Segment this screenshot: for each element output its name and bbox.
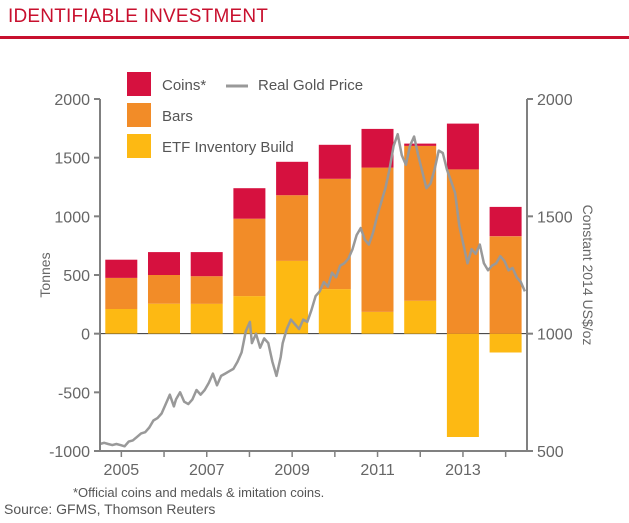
right-tick-label: 1500: [537, 209, 573, 226]
left-tick-label: 0: [81, 327, 90, 344]
bar-etf-inventory-build-2011: [361, 312, 394, 334]
left-tick-label: 1500: [54, 151, 90, 168]
y-axis-label-right: Constant 2014 US$/oz: [580, 205, 596, 346]
right-tick-label: 500: [537, 444, 564, 461]
bar-bars-2007: [190, 276, 223, 304]
bar-etf-inventory-build-2006: [148, 303, 180, 334]
x-tick-label: 2005: [104, 462, 140, 479]
bar-etf-inventory-build-2012: [404, 300, 437, 334]
legend-label-bars: Bars: [162, 108, 193, 125]
bar-etf-inventory-build-2005: [105, 309, 138, 334]
legend: Coins* Real Gold Price Bars ETF Inventor…: [127, 72, 363, 158]
bar-bars-2008: [233, 218, 266, 297]
legend-swatch-coins: [127, 72, 151, 96]
bar-bars-2006: [148, 275, 180, 304]
y-axis-label-left: Tonnes: [37, 252, 53, 297]
bar-etf-inventory-build-2007: [190, 303, 223, 334]
bar-etf-inventory-build-2010: [318, 289, 351, 334]
bar-coins-2012: [404, 143, 437, 146]
x-tick-label: 2009: [274, 462, 310, 479]
bar-etf-inventory-build-2014: [489, 333, 522, 353]
bar-etf-inventory-build-2013: [446, 333, 479, 437]
left-tick-label: 1000: [54, 209, 90, 226]
axis-layer: 2000 1500 1000 500 0 -500 -1000 2000 1500 1000 500…: [49, 92, 573, 479]
bar-bars-2011: [361, 167, 394, 312]
x-tick-label: 2013: [445, 462, 481, 479]
left-tick-label: -1000: [49, 444, 90, 461]
left-tick-label: -500: [58, 385, 90, 402]
legend-swatch-bars: [127, 103, 151, 127]
x-tick-label: 2011: [360, 462, 395, 479]
x-tick-label: 2007: [189, 462, 225, 479]
bar-coins-2011: [361, 128, 394, 168]
source-note: Source: GFMS, Thomson Reuters: [4, 501, 216, 517]
legend-swatch-etf: [127, 134, 151, 158]
title-rule: [0, 36, 629, 39]
real-gold-price-line: [99, 132, 527, 448]
left-tick-label: 2000: [54, 92, 90, 109]
bar-coins-2010: [318, 144, 351, 179]
bar-coins-2014: [489, 206, 522, 237]
bar-bars-2010: [318, 178, 351, 290]
bar-coins-2008: [233, 188, 266, 219]
right-tick-label: 2000: [537, 92, 573, 109]
gold-price-line-layer: [99, 132, 527, 448]
bar-bars-2014: [489, 236, 522, 334]
chart-title: IDENTIFIABLE INVESTMENT: [8, 6, 269, 27]
bar-coins-2007: [190, 252, 223, 277]
bar-coins-2005: [105, 259, 138, 278]
bar-coins-2013: [446, 123, 479, 170]
bar-coins-2006: [148, 252, 180, 275]
bar-bars-2009: [276, 195, 309, 261]
bar-bars-2012: [404, 145, 437, 301]
legend-label-coins: Coins*: [162, 77, 206, 94]
bar-coins-2009: [276, 161, 309, 196]
bar-bars-2005: [105, 277, 138, 309]
right-tick-label: 1000: [537, 327, 573, 344]
legend-label-gold: Real Gold Price: [258, 77, 363, 94]
bar-layer: [105, 123, 522, 437]
footnote: *Official coins and medals & imitation c…: [73, 485, 325, 500]
legend-label-etf: ETF Inventory Build: [162, 139, 294, 156]
left-tick-label: 500: [63, 268, 90, 285]
